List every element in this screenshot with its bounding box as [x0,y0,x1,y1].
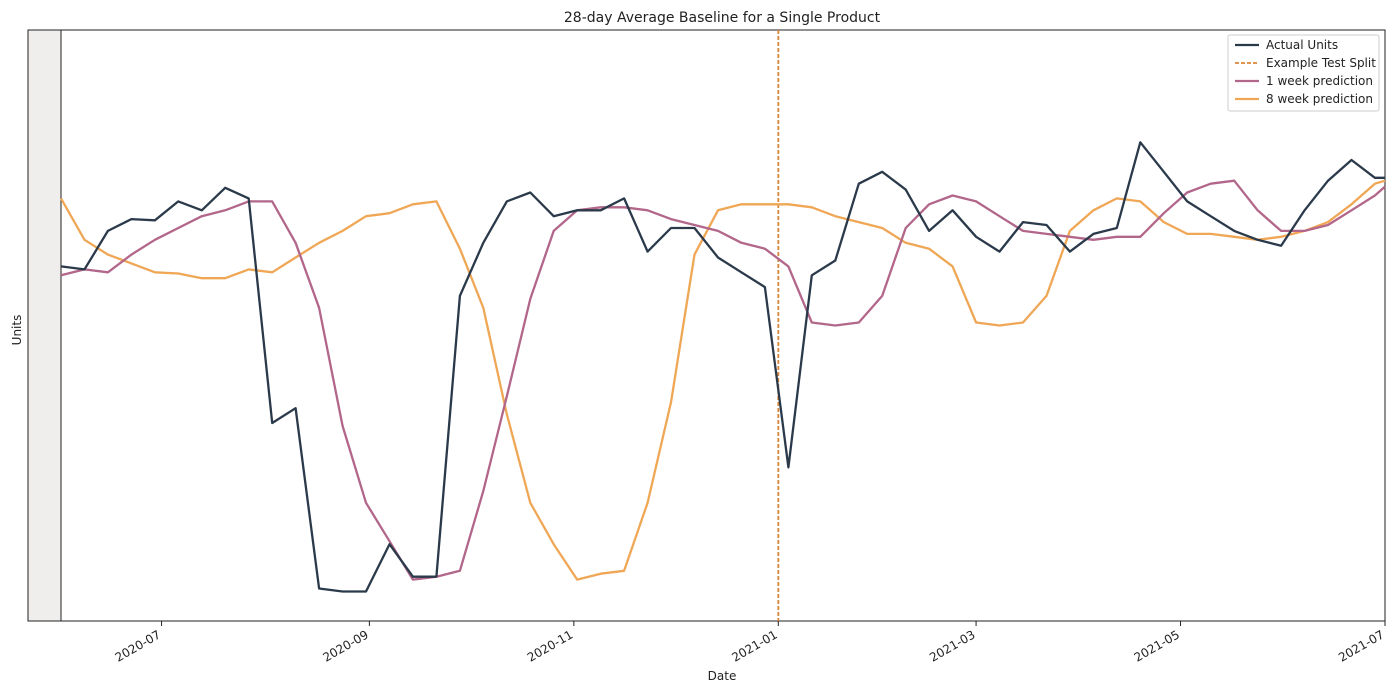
plot-frame [27,29,1386,622]
x-tick-label: 2021-01 [729,627,779,664]
eight-week-prediction-line [59,179,1386,581]
legend: Actual Units Example Test Split 1 week p… [1227,34,1380,112]
legend-label-8-week: 8 week prediction [1266,92,1373,106]
x-axis-ticks: 2020-07 2020-09 2020-11 2021-01 2021-03 2021-… [113,621,1387,665]
x-tick-label: 2021-03 [927,627,977,664]
one-week-prediction-line [60,179,1386,581]
x-tick-label: 2020-09 [320,627,370,664]
legend-box [1227,34,1380,112]
series-layer [59,141,1386,593]
legend-label-actual-units: Actual Units [1266,38,1338,52]
x-tick-label: 2020-11 [525,627,575,664]
x-tick-label: 2020-07 [113,627,163,664]
chart-title: 28-day Average Baseline for a Single Pro… [564,10,881,26]
x-tick-label: 2021-05 [1132,627,1182,664]
legend-label-1-week: 1 week prediction [1266,74,1373,88]
legend-label-test-split: Example Test Split [1266,56,1376,70]
left-margin-band [28,30,61,621]
x-tick-label: 2021-07 [1336,627,1386,664]
actual-units-line [60,141,1385,593]
y-axis-label: Units [10,315,24,346]
x-axis-label: Date [708,669,737,683]
